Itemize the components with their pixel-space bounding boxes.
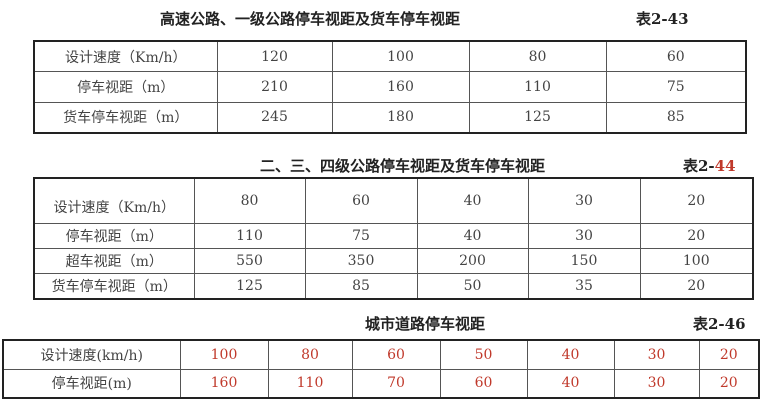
table-cell: 75 <box>304 222 418 249</box>
table-cell: 40 <box>526 368 615 399</box>
row-label: 设计速度（Km/h） <box>33 40 218 73</box>
table-cell: 20 <box>698 339 760 370</box>
row-label: 停车视距（m） <box>33 71 218 103</box>
table-cell: 60 <box>439 368 528 399</box>
table-cell: 30 <box>613 368 700 399</box>
table-cell: 70 <box>351 368 441 399</box>
table-cell: 125 <box>468 101 607 134</box>
table-row: 设计速度(km/h) 100 80 60 50 40 30 20 <box>2 339 760 370</box>
table-cell: 40 <box>416 222 529 249</box>
table-cell: 350 <box>304 247 418 274</box>
table-cell: 20 <box>639 272 754 300</box>
table-cell: 75 <box>605 71 747 103</box>
table1: 设计速度（Km/h） 120 100 80 60 停车视距（m） 210 160 110 75 货车… <box>33 40 747 134</box>
table-cell: 120 <box>216 40 333 73</box>
table-cell: 110 <box>468 71 607 103</box>
table-cell: 550 <box>193 247 306 274</box>
table-cell: 160 <box>179 368 269 399</box>
table-cell: 50 <box>439 339 528 370</box>
row-label: 设计速度(km/h) <box>2 339 181 370</box>
table-row: 货车停车视距（m） 245 180 125 85 <box>33 101 747 134</box>
table-row: 停车视距（m） 210 160 110 75 <box>33 71 747 103</box>
table-cell: 150 <box>527 247 641 274</box>
table-cell: 80 <box>468 40 607 73</box>
table2-number: 表2-44 <box>683 155 736 176</box>
table-cell: 60 <box>351 339 441 370</box>
table-cell: 40 <box>526 339 615 370</box>
row-label: 停车视距(m) <box>2 368 181 399</box>
table-cell: 35 <box>527 272 641 300</box>
table-row: 货车停车视距（m） 125 85 50 35 20 <box>33 272 754 300</box>
row-label: 停车视距（m） <box>33 222 195 249</box>
table-cell: 180 <box>331 101 470 134</box>
table-cell: 85 <box>605 101 747 134</box>
table-cell: 60 <box>304 177 418 224</box>
table-row: 停车视距(m) 160 110 70 60 40 30 20 <box>2 368 760 399</box>
row-label: 货车停车视距（m） <box>33 101 218 134</box>
table-cell: 160 <box>331 71 470 103</box>
table2-title: 二、三、四级公路停车视距及货车停车视距 <box>260 157 546 175</box>
table-cell: 20 <box>639 222 754 249</box>
table-cell: 210 <box>216 71 333 103</box>
table-cell: 30 <box>527 222 641 249</box>
row-label: 超车视距（m） <box>33 247 195 274</box>
table-cell: 85 <box>304 272 418 300</box>
table-cell: 100 <box>331 40 470 73</box>
table-cell: 60 <box>605 40 747 73</box>
table-row: 设计速度（Km/h） 80 60 40 30 20 <box>33 177 754 224</box>
table-cell: 50 <box>416 272 529 300</box>
table-cell: 125 <box>193 272 306 300</box>
table-cell: 20 <box>698 368 760 399</box>
row-label: 设计速度（Km/h） <box>33 177 195 224</box>
table2-number-prefix: 表2- <box>683 157 715 175</box>
table2: 设计速度（Km/h） 80 60 40 30 20 停车视距（m） 110 75 40 30 20 超车… <box>33 177 754 300</box>
table-cell: 245 <box>216 101 333 134</box>
table3-title: 城市道路停车视距 <box>365 315 486 333</box>
table-row: 超车视距（m） 550 350 200 150 100 <box>33 247 754 274</box>
table-cell: 200 <box>416 247 529 274</box>
table-cell: 110 <box>193 222 306 249</box>
table-cell: 80 <box>193 177 306 224</box>
table3-number: 表2-46 <box>693 315 746 333</box>
table-row: 停车视距（m） 110 75 40 30 20 <box>33 222 754 249</box>
table1-title: 高速公路、一级公路停车视距及货车停车视距 <box>160 10 461 28</box>
table-cell: 80 <box>267 339 353 370</box>
table-cell: 100 <box>179 339 269 370</box>
table-cell: 30 <box>613 339 700 370</box>
table1-number: 表2-43 <box>636 10 689 28</box>
table-cell: 20 <box>639 177 754 224</box>
table-cell: 100 <box>639 247 754 274</box>
row-label: 货车停车视距（m） <box>33 272 195 300</box>
table-cell: 40 <box>416 177 529 224</box>
table3: 设计速度(km/h) 100 80 60 50 40 30 20 停车视距(m) 160 110 70… <box>2 339 760 399</box>
table2-number-suffix: 44 <box>714 157 736 175</box>
table-cell: 110 <box>267 368 353 399</box>
table-cell: 30 <box>527 177 641 224</box>
table-row: 设计速度（Km/h） 120 100 80 60 <box>33 40 747 73</box>
